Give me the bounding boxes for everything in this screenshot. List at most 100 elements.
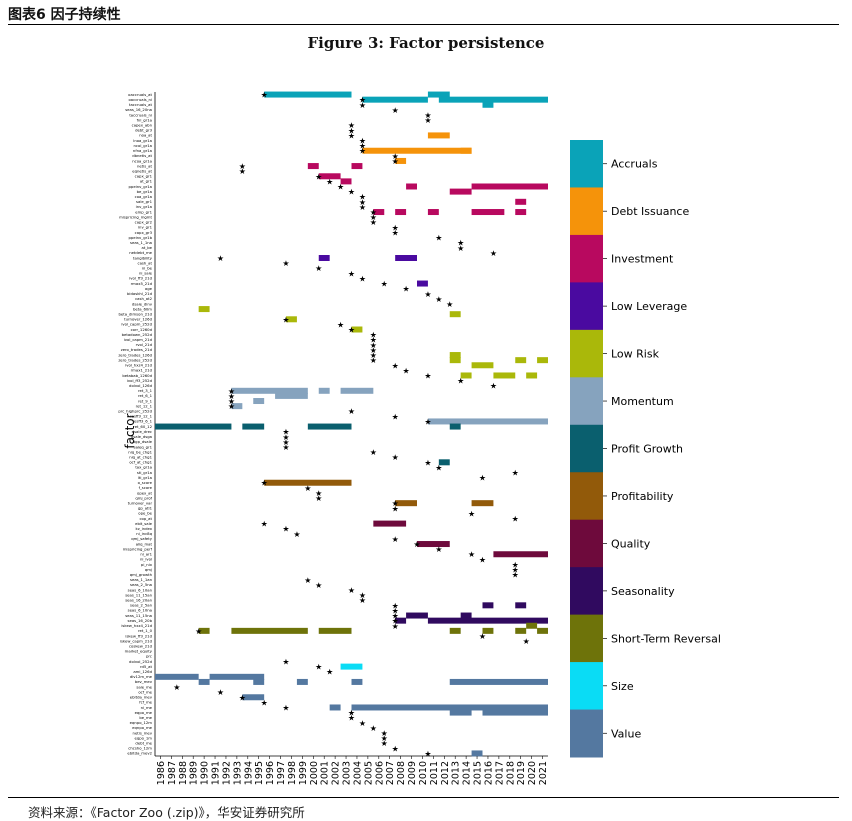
legend-swatch bbox=[570, 187, 603, 236]
persistence-star: ★ bbox=[512, 566, 519, 575]
factor-bar bbox=[395, 209, 407, 216]
persistence-star: ★ bbox=[435, 545, 442, 554]
legend-swatch bbox=[570, 329, 603, 378]
factor-label: debt_gr3 bbox=[135, 128, 153, 133]
factor-label: seas_1_1an bbox=[130, 577, 153, 582]
persistence-star: ★ bbox=[392, 744, 399, 753]
factor-label: ncol_gr1a bbox=[134, 143, 152, 148]
persistence-star: ★ bbox=[370, 213, 377, 222]
factor-label: seas_16_20an bbox=[125, 598, 152, 603]
stars-layer: ★★★★★★★★★★★★★★★★★★★★★★★★★★★★★★★★★★★★★★★★… bbox=[173, 91, 530, 759]
persistence-star: ★ bbox=[479, 555, 486, 564]
factor-bar bbox=[493, 372, 516, 379]
factor-bar bbox=[449, 352, 461, 359]
persistence-star: ★ bbox=[337, 320, 344, 329]
factor-bar bbox=[395, 617, 407, 624]
factor-label: capx_gr2 bbox=[135, 220, 153, 225]
factor-label: ocf_me bbox=[138, 689, 152, 694]
x-tick-label: 2009 bbox=[407, 761, 418, 785]
factor-label: seas_2_5an bbox=[130, 603, 153, 608]
persistence-star: ★ bbox=[217, 254, 224, 263]
x-tick-label: 2015 bbox=[473, 761, 484, 785]
persistence-star: ★ bbox=[348, 121, 355, 130]
x-tick-label: 2005 bbox=[363, 761, 374, 785]
factor-label: div12m_me bbox=[130, 674, 153, 679]
x-tick-label: 1992 bbox=[221, 761, 232, 785]
persistence-star: ★ bbox=[359, 596, 366, 605]
factor-label: ret_1_0 bbox=[138, 628, 153, 633]
persistence-star: ★ bbox=[370, 346, 377, 355]
legend-swatch bbox=[570, 234, 603, 283]
factor-label: qmj_growth bbox=[130, 572, 153, 577]
persistence-star: ★ bbox=[282, 658, 289, 667]
factor-label: ppeinv_gr1a bbox=[129, 184, 152, 189]
persistence-star: ★ bbox=[446, 300, 453, 309]
x-tick-label: 2002 bbox=[331, 761, 342, 785]
factor-bar bbox=[515, 602, 527, 609]
factor-label: prc bbox=[146, 654, 152, 659]
x-tick-label: 1991 bbox=[211, 761, 222, 785]
persistence-star: ★ bbox=[392, 223, 399, 232]
factor-bar bbox=[438, 459, 450, 466]
factor-bar bbox=[438, 96, 548, 103]
factor-label: qmj_prof bbox=[135, 495, 152, 500]
factor-label: dsale_dsga bbox=[131, 434, 152, 439]
factor-label: f_score bbox=[139, 485, 153, 490]
persistence-star: ★ bbox=[392, 228, 399, 237]
x-tick-label: 2020 bbox=[527, 761, 538, 785]
factor-bar bbox=[307, 163, 319, 170]
persistence-star: ★ bbox=[424, 290, 431, 299]
persistence-star: ★ bbox=[370, 351, 377, 360]
persistence-star: ★ bbox=[424, 749, 431, 758]
x-tick-label: 2004 bbox=[352, 761, 363, 785]
factor-label: seas_6_10na bbox=[128, 608, 152, 613]
factor-label: ebitda_mev2 bbox=[127, 751, 152, 756]
persistence-star: ★ bbox=[392, 617, 399, 626]
factor-bar bbox=[449, 709, 472, 716]
factor-bar bbox=[318, 255, 330, 261]
factor-bar bbox=[362, 96, 428, 103]
x-tick-label: 2006 bbox=[374, 761, 385, 785]
x-tick-label: 2018 bbox=[505, 761, 516, 785]
factor-label: ivol_ff3_252d bbox=[127, 378, 153, 383]
factor-label: taccruals_at bbox=[129, 102, 153, 107]
factor-bar bbox=[155, 673, 199, 680]
factor-label: ncoa_gr1a bbox=[132, 158, 152, 163]
factor-bar bbox=[427, 418, 548, 425]
factor-bar bbox=[515, 357, 527, 364]
factor-label: ni_inc8q bbox=[136, 531, 152, 536]
factor-label: beta_dimson_21d bbox=[119, 311, 153, 316]
factor-bar bbox=[209, 673, 265, 680]
persistence-star: ★ bbox=[293, 530, 300, 539]
legend-label: Seasonality bbox=[611, 585, 675, 598]
factor-label: pi_nix bbox=[141, 562, 153, 567]
legend-label: Investment bbox=[611, 253, 674, 266]
factor-label: ivol_hxz4_21d bbox=[125, 363, 152, 368]
factor-bar bbox=[351, 678, 363, 685]
factor-label: ni_be bbox=[142, 266, 153, 271]
persistence-star: ★ bbox=[348, 326, 355, 335]
persistence-star: ★ bbox=[392, 106, 399, 115]
factor-label: ami_126d bbox=[133, 669, 152, 674]
persistence-star: ★ bbox=[370, 218, 377, 227]
factor-label: inv_gr1 bbox=[138, 225, 153, 230]
factor-bar bbox=[198, 627, 210, 634]
persistence-star: ★ bbox=[315, 489, 322, 498]
persistence-star: ★ bbox=[326, 177, 333, 186]
persistence-star: ★ bbox=[370, 356, 377, 365]
factor-label: qmj_safety bbox=[131, 536, 153, 541]
factor-label: ebit_sale bbox=[135, 521, 153, 526]
persistence-star: ★ bbox=[326, 668, 333, 677]
factor-label: dbnetis_at bbox=[132, 153, 152, 158]
factor-label: age bbox=[145, 286, 153, 291]
factor-label: netdebt_me bbox=[129, 250, 152, 255]
factor-label: at_be bbox=[142, 245, 153, 250]
factor-bar bbox=[231, 387, 308, 394]
persistence-star: ★ bbox=[512, 469, 519, 478]
top-rule bbox=[8, 24, 839, 25]
persistence-star: ★ bbox=[490, 249, 497, 258]
factor-bar bbox=[231, 403, 243, 410]
legend-label: Size bbox=[611, 680, 634, 693]
legend-swatch bbox=[570, 472, 603, 521]
persistence-star: ★ bbox=[239, 162, 246, 171]
